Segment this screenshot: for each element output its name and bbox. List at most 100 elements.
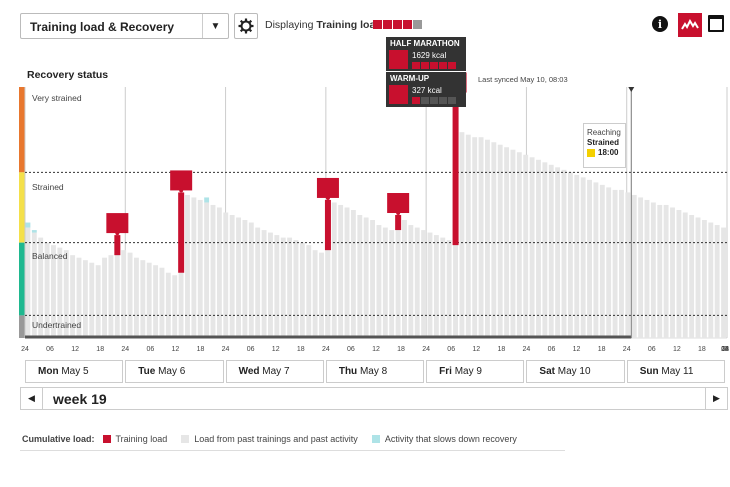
previous-week-button[interactable]: ◀: [21, 388, 43, 409]
load-bar: [414, 227, 420, 338]
chevron-down-icon[interactable]: ▼: [202, 14, 228, 38]
trend-view-button[interactable]: [678, 13, 702, 37]
load-bar: [293, 240, 299, 338]
load-bar: [708, 222, 714, 338]
week-navigator: ◀ week 19 ▶: [20, 387, 728, 410]
popup-level-segment: [412, 62, 420, 69]
view-dropdown[interactable]: Training load & Recovery ▼: [20, 13, 229, 39]
load-bar: [402, 220, 407, 338]
load-bar: [567, 172, 573, 338]
day-header[interactable]: Fri May 9: [426, 360, 525, 383]
zone-label-balanced: Balanced: [32, 251, 68, 261]
load-bar: [389, 230, 395, 338]
load-bar: [325, 199, 331, 338]
load-bar: [140, 260, 146, 338]
load-bar: [657, 204, 663, 338]
load-bar: [650, 202, 656, 338]
popup-level-segment: [448, 97, 456, 104]
info-icon[interactable]: i: [652, 16, 668, 32]
display-level-segment: [413, 20, 422, 29]
x-tick-label: 18: [597, 346, 606, 353]
day-header[interactable]: Wed May 7: [225, 360, 324, 383]
x-tick-label: 18: [196, 346, 205, 353]
day-header[interactable]: Mon May 5: [25, 360, 124, 383]
displaying-text: Displaying Training load: [265, 19, 382, 31]
day-header[interactable]: Sat May 10: [526, 360, 625, 383]
display-level-segment: [393, 20, 402, 29]
load-bar: [484, 139, 490, 338]
session-popup-warm-up[interactable]: WARM-UP 327 kcal: [386, 72, 466, 107]
session-popup-half-marathon[interactable]: HALF MARATHON 1629 kcal: [386, 37, 466, 71]
legend-swatch-training: [102, 435, 111, 443]
load-bar: [197, 199, 203, 338]
day-header[interactable]: Tue May 6: [125, 360, 224, 383]
popup-level-segment: [421, 97, 429, 104]
load-bar: [185, 194, 190, 338]
week-label: week 19: [53, 391, 107, 407]
displaying-prefix: Displaying: [265, 19, 314, 31]
load-bar: [599, 184, 605, 338]
load-bar: [427, 232, 433, 338]
training-pointer: [115, 231, 120, 236]
popup-level-bars: [412, 62, 456, 69]
zone-label-very-strained: Very strained: [32, 93, 82, 103]
legend-item-past-load: Load from past trainings and past activi…: [194, 434, 358, 444]
load-bar: [421, 230, 427, 338]
zone-strip-1: [19, 172, 25, 243]
x-tick-label: 06: [347, 346, 355, 353]
next-week-button[interactable]: ▶: [705, 388, 727, 409]
load-bar: [689, 215, 695, 338]
x-tick-label: 12: [71, 346, 80, 353]
load-bar: [631, 194, 637, 338]
display-level-indicator: [373, 20, 422, 29]
load-bar: [459, 132, 465, 338]
legend-swatch-recovery: [371, 435, 380, 443]
day-header[interactable]: Thu May 8: [325, 360, 425, 383]
load-bar: [306, 245, 312, 338]
load-bar: [548, 164, 554, 338]
training-load-bar: [324, 199, 331, 251]
zone-strip-3: [19, 315, 25, 338]
x-tick-label: 24: [422, 346, 431, 353]
chart-title: Recovery status: [27, 69, 109, 81]
calendar-icon[interactable]: [708, 15, 724, 32]
load-bar: [153, 265, 159, 338]
zone-label-strained: Strained: [32, 182, 64, 192]
reaching-line2: Strained: [587, 138, 620, 147]
load-bar: [350, 209, 356, 338]
load-bar: [191, 197, 197, 338]
load-bar: [695, 217, 701, 338]
load-bar: [516, 152, 522, 338]
zone-label-undertrained: Undertrained: [32, 320, 82, 330]
load-bar: [102, 257, 107, 338]
load-bar: [714, 225, 720, 338]
load-bar: [331, 202, 337, 338]
training-load-bar: [114, 235, 121, 256]
popup-level-segment: [421, 62, 429, 69]
popup-level-segment: [439, 62, 447, 69]
trend-icon: [681, 19, 699, 30]
load-bar: [280, 237, 286, 338]
reaching-time-row: 18:00: [587, 148, 625, 158]
zone-strip-2: [19, 242, 25, 316]
x-tick-label: 06: [146, 346, 155, 353]
load-bar: [204, 202, 210, 338]
settings-button[interactable]: [234, 13, 258, 39]
load-bar: [676, 209, 682, 338]
load-bar: [465, 134, 471, 338]
reaching-time: 18:00: [598, 148, 619, 157]
load-bar: [587, 179, 592, 338]
load-bar: [344, 207, 350, 338]
load-bar: [408, 225, 414, 338]
popup-level-segment: [439, 97, 447, 104]
training-pointer: [179, 188, 184, 193]
load-bar: [25, 227, 31, 338]
load-bar: [51, 245, 56, 338]
popup-level-segment: [412, 97, 420, 104]
chevron-right-icon: ▶: [713, 393, 720, 403]
day-header[interactable]: Sun May 11: [626, 360, 725, 383]
load-bar: [31, 232, 37, 338]
training-icon: [387, 193, 410, 214]
load-bar: [108, 255, 114, 338]
